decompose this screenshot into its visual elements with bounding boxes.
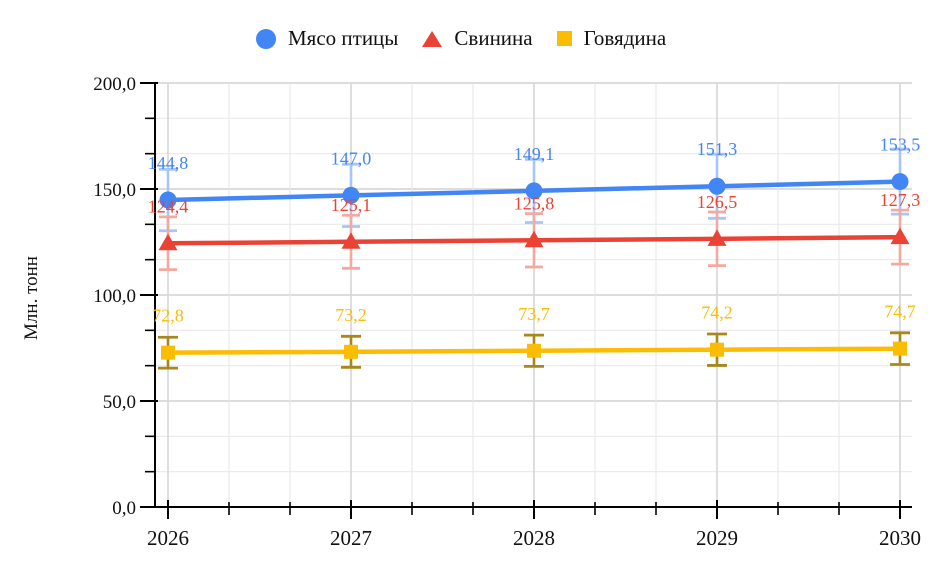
x-axis-tick-label: 2029 (696, 526, 738, 550)
x-axis-labels: 2026 2027 2028 2029 2030 (147, 526, 921, 550)
data-labels-series-1: 124,4 125,1 125,8 126,5 127,3 (148, 190, 921, 216)
circle-marker (342, 186, 360, 204)
series-markers-1 (158, 227, 910, 251)
triangle-marker (341, 232, 361, 249)
legend-label: Свинина (454, 26, 533, 50)
data-label: 153,5 (880, 135, 921, 155)
data-label: 147,0 (331, 148, 372, 168)
circle-marker (891, 173, 909, 191)
data-label: 125,8 (514, 193, 555, 213)
triangle-marker (707, 229, 727, 246)
y-axis-title: Млн. тонн (21, 256, 42, 340)
data-label: 73,2 (335, 305, 367, 325)
data-label: 72,8 (152, 306, 184, 326)
square-marker (710, 342, 724, 357)
data-label: 124,4 (148, 196, 189, 216)
circle-marker (525, 182, 543, 200)
data-label: 73,7 (518, 304, 550, 324)
square-marker (893, 341, 907, 356)
data-label: 126,5 (697, 192, 738, 212)
axes (140, 82, 912, 519)
x-axis-tick-label: 2028 (513, 526, 555, 550)
legend-item-0: Мясо птицы (256, 26, 398, 51)
vertical-gridlines (167, 83, 901, 507)
data-labels-series-2: 72,8 73,2 73,7 74,2 74,7 (152, 302, 916, 326)
y-axis-tick-label: 150,0 (93, 180, 136, 201)
y-axis-tick-label: 200,0 (93, 74, 136, 95)
circle-marker (159, 191, 177, 209)
circle-legend-marker-icon (256, 28, 276, 49)
y-axis-tick-label: 50,0 (103, 392, 136, 413)
triangle-marker (890, 227, 910, 245)
y-axis-tick-label: 100,0 (93, 286, 136, 307)
legend-label: Говядина (583, 26, 667, 50)
square-marker (527, 343, 541, 358)
circle-marker (708, 177, 726, 195)
x-axis-tick-label: 2030 (879, 526, 921, 550)
legend-item-1: Свинина (422, 26, 533, 51)
data-label: 74,2 (701, 303, 733, 323)
square-legend-marker-icon (556, 31, 572, 46)
data-label: 125,1 (331, 195, 372, 215)
square-marker (161, 345, 175, 360)
triangle-marker (158, 233, 178, 251)
legend-item-2: Говядина (556, 26, 667, 51)
data-label: 151,3 (697, 139, 738, 159)
data-labels-series-0: 144,8 147,0 149,1 151,3 153,5 (148, 135, 921, 173)
series-markers-0 (159, 173, 909, 209)
legend-label: Мясо птицы (288, 26, 399, 50)
triangle-marker (524, 230, 544, 248)
chart-legend: Мясо птицы Свинина Говядина (256, 26, 666, 51)
data-label: 74,7 (884, 302, 916, 322)
square-marker (344, 344, 358, 359)
y-axis-labels: 0,0 50,0 100,0 150,0 200,0 (93, 74, 136, 519)
x-axis-tick-label: 2027 (330, 526, 372, 550)
x-axis-tick-label: 2026 (147, 526, 189, 550)
data-label: 144,8 (148, 153, 189, 173)
data-label: 149,1 (514, 144, 555, 164)
data-label: 127,3 (880, 190, 921, 210)
triangle-legend-marker-icon (422, 30, 443, 47)
y-axis-tick-label: 0,0 (112, 498, 136, 519)
series-markers-2 (161, 341, 907, 360)
